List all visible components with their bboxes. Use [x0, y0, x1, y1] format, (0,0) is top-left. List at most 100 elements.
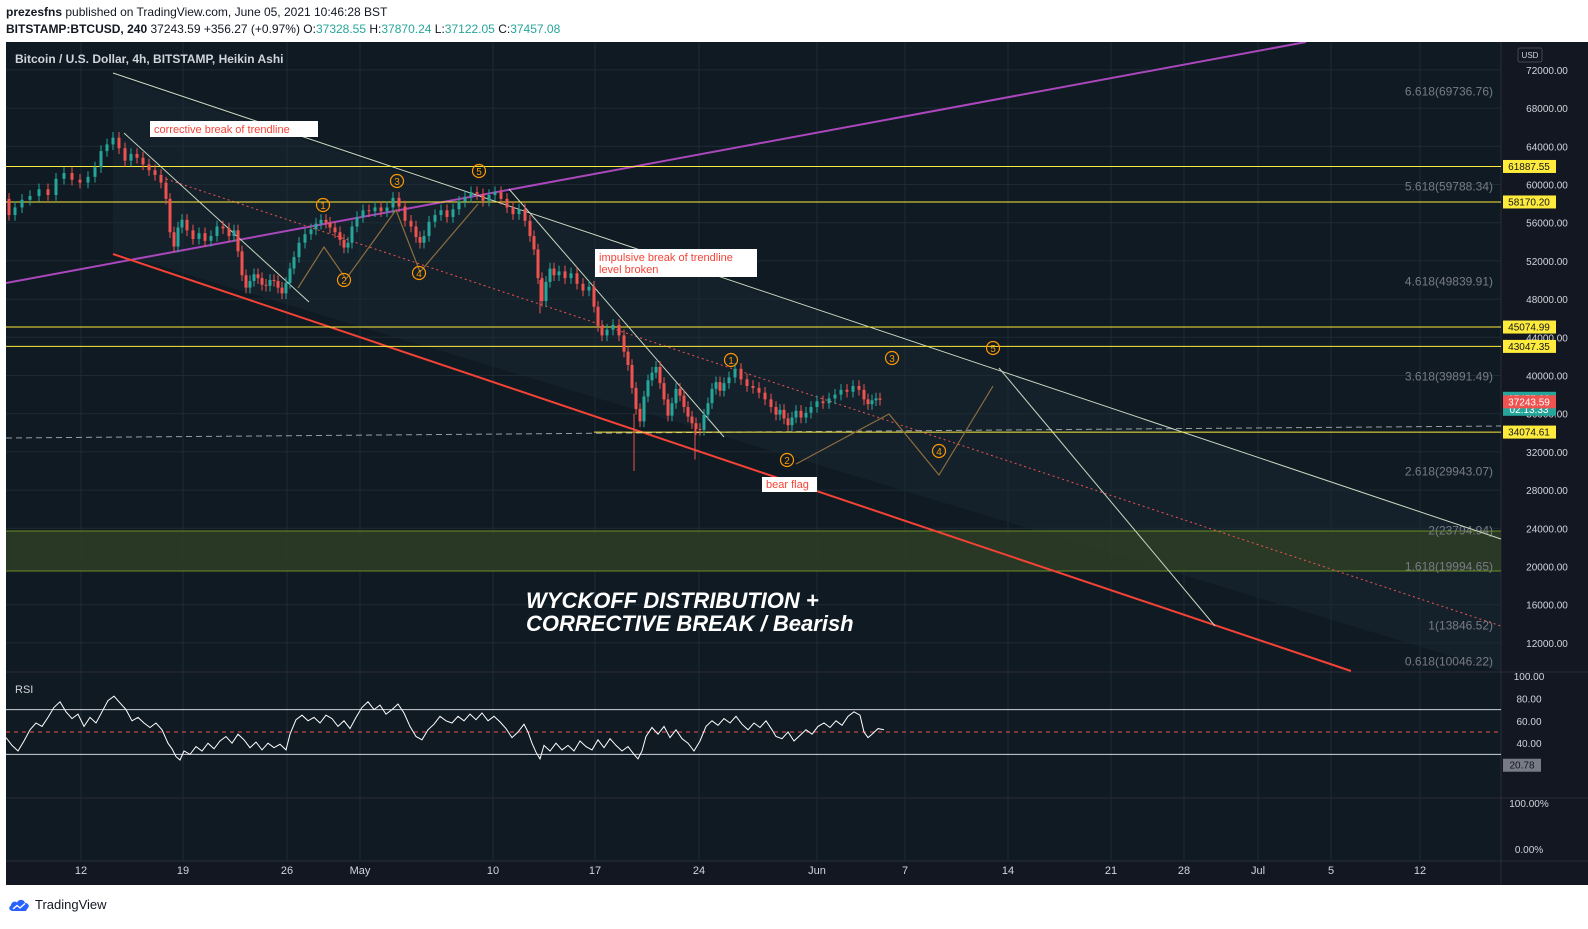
candle-body: [309, 229, 313, 235]
time-tick-label: 19: [177, 865, 189, 877]
candle-body: [197, 233, 201, 239]
price-label-text: 45074.99: [1508, 323, 1550, 334]
grid: [6, 42, 1501, 861]
price-tick-label: 68000.00: [1526, 104, 1568, 115]
wave-label: 5: [476, 167, 482, 178]
annotation-bear-flag[interactable]: bear flag: [762, 477, 817, 492]
candle-body: [78, 179, 82, 183]
candle-body: [391, 197, 395, 208]
candle-body: [439, 210, 443, 216]
price-label-text: 34074.61: [1508, 428, 1550, 439]
chart-container[interactable]: 6.618(69736.76) 5.618(59788.34) 4.618(4983…: [5, 41, 1588, 885]
third-pane-tick: 0.00%: [1515, 845, 1543, 856]
candle-body: [403, 206, 407, 221]
candle-body: [698, 428, 702, 430]
time-tick-label: 12: [75, 865, 87, 877]
candle-body: [414, 226, 418, 238]
candle-body: [678, 388, 682, 396]
tradingview-logo[interactable]: TradingView: [8, 897, 107, 912]
price-tick-label: 72000.00: [1526, 66, 1568, 77]
fib-level-label: 2(23794.94): [1428, 523, 1493, 537]
candle-body: [99, 151, 103, 168]
candle-body: [487, 195, 491, 201]
candle-body: [185, 219, 189, 231]
candle-body: [727, 377, 731, 384]
fib-level-label: 3.618(39891.49): [1405, 370, 1493, 384]
candle-body: [373, 207, 377, 212]
price-label-text: 37243.59: [1508, 397, 1550, 408]
rsi-axis: 100.00 80.00 60.00 40.00 20.78 100.00% 0.00%: [1503, 672, 1549, 856]
candle-body: [244, 275, 248, 288]
annotation-corrective[interactable]: corrective break of trendline: [150, 121, 318, 137]
annotation-bear-flag-text: bear flag: [766, 479, 809, 491]
trendline-2: [508, 188, 725, 438]
open-value: 37328.55: [315, 22, 367, 36]
candle-body: [37, 189, 41, 196]
candle-body: [548, 268, 552, 282]
rsi-tick-label: 80.00: [1516, 694, 1541, 705]
candle-body: [794, 410, 798, 418]
candle-body: [763, 392, 767, 400]
high-label: H:: [369, 22, 382, 36]
candle-body: [147, 164, 151, 171]
candle-body: [93, 167, 97, 177]
candle-body: [592, 286, 596, 307]
candle-body: [328, 222, 332, 228]
tradingview-cloud-icon: [9, 899, 29, 911]
candle-body: [355, 216, 359, 227]
demand-zone: [6, 531, 1501, 571]
chart-svg[interactable]: 6.618(69736.76) 5.618(59788.34) 4.618(4983…: [5, 41, 1588, 885]
candle-body: [227, 228, 231, 237]
candle-body: [256, 274, 260, 279]
ohlc-line: BITSTAMP:BTCUSD, 240 37243.59 +356.27 (+…: [6, 22, 560, 36]
candle-body: [654, 366, 658, 373]
candle-body: [658, 366, 662, 384]
wave-path: [795, 385, 994, 477]
candle-body: [499, 192, 503, 199]
candle-body: [272, 280, 276, 281]
candle-body: [769, 399, 773, 408]
candle-body: [605, 329, 609, 336]
change-value: +356.27 (+0.97%): [203, 22, 300, 36]
fib-levels: 6.618(69736.76) 5.618(59788.34) 4.618(4983…: [1405, 85, 1493, 669]
candle-body: [862, 389, 866, 400]
candle-body: [528, 220, 532, 237]
candle-body: [361, 210, 365, 217]
third-pane[interactable]: [6, 799, 1501, 861]
author-name[interactable]: prezesfns: [6, 5, 63, 19]
candle-body: [617, 324, 621, 336]
candle-body: [475, 192, 479, 195]
time-tick-label: Jun: [808, 865, 826, 877]
candle-body: [54, 178, 58, 196]
fib-level-label: 2.618(29943.07): [1405, 465, 1493, 479]
price-tick-label: 60000.00: [1526, 181, 1568, 192]
price-labels: 61887.5558170.2045074.9943047.3537457.08…: [1503, 159, 1556, 439]
price-axis[interactable]: 72000.00 68000.00 64000.00 60000.00 56000.00…: [1526, 66, 1568, 650]
candle-body: [804, 412, 808, 418]
candle-body: [622, 335, 626, 352]
candle-body: [379, 207, 383, 212]
wave-label: 2: [784, 456, 790, 467]
candle-body: [839, 389, 843, 395]
candle-body: [532, 236, 536, 250]
candle-body: [674, 388, 678, 404]
candle-body: [236, 230, 240, 252]
horizontal-levels: [6, 165, 1501, 433]
time-axis[interactable]: 12 19 26 May 10 17 24 Jun 7 14 21 28 Jul 5 12: [75, 865, 1426, 877]
annotation-impulsive[interactable]: impulsive break of trendline level broke…: [595, 249, 757, 277]
fib-level-label: 4.618(49839.91): [1405, 275, 1493, 289]
candle-body: [600, 325, 604, 336]
price-label-text: 61887.55: [1508, 162, 1550, 173]
candle-body: [164, 182, 168, 199]
publish-header: prezesfns published on TradingView.com, …: [0, 0, 1588, 42]
candle-body: [172, 232, 176, 247]
candle-body: [833, 394, 837, 399]
candle-body: [493, 192, 497, 196]
third-pane-tick: 100.00%: [1509, 799, 1549, 810]
time-tick-label: 21: [1105, 865, 1117, 877]
candle-body: [786, 418, 790, 426]
candle-body: [563, 271, 567, 279]
candle-body: [346, 242, 350, 248]
rsi-pane[interactable]: [6, 673, 1501, 797]
candle-body: [694, 423, 698, 429]
